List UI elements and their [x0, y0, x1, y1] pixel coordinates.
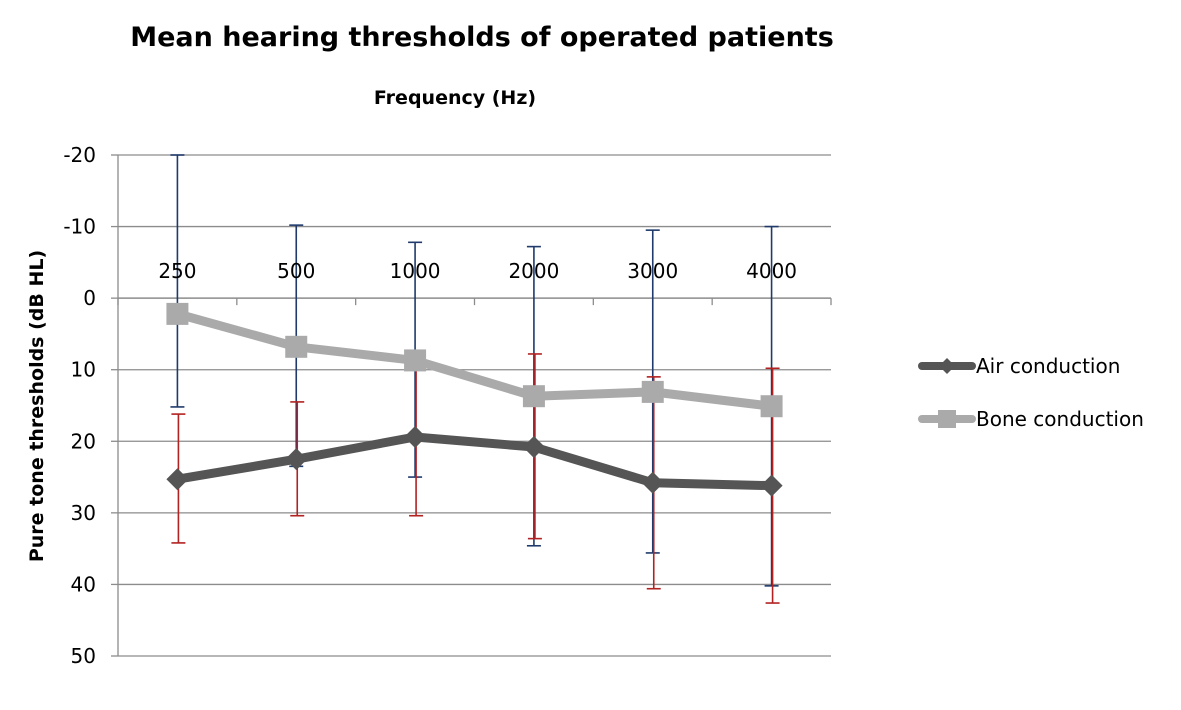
data-point-bone: [760, 395, 783, 418]
axes: [111, 154, 832, 657]
x-tick-label: 4000: [746, 259, 797, 283]
data-point-air: [522, 436, 545, 459]
data-point-air: [404, 425, 427, 448]
legend-marker-diamond: [939, 358, 955, 374]
legend-label: Air conduction: [976, 354, 1120, 378]
y-tick-label: 0: [83, 286, 96, 310]
series-lines: [172, 309, 777, 491]
legend-item: Bone conduction: [918, 407, 1144, 431]
data-point-bone: [641, 380, 664, 403]
legend-marker-square: [938, 410, 956, 428]
legend: Air conduction Bone conduction: [918, 354, 1144, 431]
legend-item: Air conduction: [918, 354, 1120, 378]
y-axis-title: Pure tone thresholds (dB HL): [26, 250, 48, 562]
gridlines: [118, 154, 831, 657]
error-bar: [170, 154, 185, 408]
x-tick-label: 3000: [627, 259, 678, 283]
y-tick-label: 40: [71, 572, 96, 596]
y-tick-label: 20: [71, 429, 96, 453]
data-point-bone: [522, 385, 545, 408]
series-line-air: [172, 432, 777, 491]
x-axis-title: Frequency (Hz): [374, 87, 536, 109]
series-markers: [166, 302, 783, 497]
x-tick-label: 250: [158, 259, 196, 283]
data-point-bone: [285, 335, 308, 358]
tick-labels: -20 -10 0 10 20 30 40 50 250 500 1000 2000 3000 4000: [63, 143, 797, 668]
y-tick-label: 50: [71, 644, 96, 668]
x-tick-label: 1000: [390, 259, 441, 283]
data-point-bone: [404, 349, 427, 372]
data-point-air: [760, 474, 783, 497]
data-point-air: [285, 448, 308, 471]
y-tick-label: -10: [63, 215, 96, 239]
y-tick-label: 30: [71, 501, 96, 525]
data-point-air: [641, 471, 664, 494]
y-tick-label: -20: [63, 143, 96, 167]
x-tick-label: 2000: [508, 259, 559, 283]
data-point-air: [166, 468, 189, 491]
chart-title: Mean hearing thresholds of operated pati…: [130, 22, 834, 53]
data-point-bone: [166, 302, 189, 325]
legend-label: Bone conduction: [976, 407, 1144, 431]
x-tick-label: 500: [277, 259, 315, 283]
y-tick-label: 10: [71, 358, 96, 382]
series-line-bone: [172, 309, 777, 411]
